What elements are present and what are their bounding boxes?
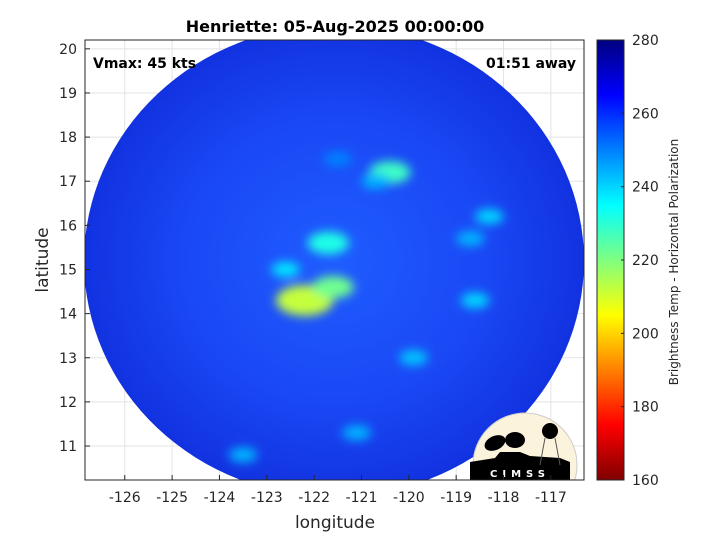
heatmap-feature [342, 425, 372, 441]
colorbar-tick-label: 280 [632, 33, 659, 49]
x-tick-label: -123 [251, 490, 283, 506]
colorbar [596, 39, 625, 481]
heatmap-feature [312, 275, 354, 299]
axes-box [84, 39, 585, 481]
x-tick-label: -122 [298, 490, 330, 506]
x-tick-label: -121 [346, 490, 378, 506]
x-tick-label: -117 [535, 490, 567, 506]
heatmap-feature [271, 261, 301, 278]
colorbar-label: Brightness Temp - Horizontal Polarizatio… [667, 139, 681, 386]
y-tick-label: 11 [59, 439, 77, 455]
heatmap-feature [460, 292, 490, 309]
chart-title: Henriette: 05-Aug-2025 00:00:00 [186, 17, 484, 36]
colorbar-ticks: 160 180 200 220 240 260 280 [621, 33, 659, 489]
swath [85, 40, 584, 480]
colorbar-tick-label: 200 [632, 326, 659, 342]
y-tick-label: 16 [59, 218, 77, 234]
vmax-label: Vmax: 45 kts [93, 56, 196, 72]
ticks: -126 -125 -124 -123 -122 -121 -120 -119 -118 -117… [59, 42, 567, 506]
y-tick-label: 12 [59, 395, 77, 411]
heatmap-feature [228, 447, 258, 463]
y-tick-label: 15 [59, 262, 77, 278]
x-tick-label: -126 [109, 490, 141, 506]
heatmap-feature [399, 350, 428, 366]
x-axis-label: longitude [295, 513, 375, 533]
x-tick-label: -124 [204, 490, 236, 506]
colorbar-tick-label: 220 [632, 253, 659, 269]
heatmap-feature [361, 173, 390, 189]
heatmap-feature [307, 231, 350, 255]
colorbar-tick-label: 160 [632, 473, 659, 489]
y-axis-label: latitude [33, 227, 53, 292]
time-away-label: 01:51 away [486, 56, 576, 72]
x-tick-label: -118 [488, 490, 520, 506]
y-tick-label: 17 [59, 174, 77, 190]
colorbar-tick-label: 240 [632, 180, 659, 196]
y-tick-label: 20 [59, 42, 77, 58]
features [228, 151, 504, 463]
colorbar-tick-label: 260 [632, 106, 659, 122]
x-tick-label: -125 [156, 490, 188, 506]
x-tick-label: -119 [440, 490, 472, 506]
x-tick-label: -120 [393, 490, 425, 506]
logo-text: CIMSS [490, 469, 550, 480]
y-tick-label: 18 [59, 130, 77, 146]
cimss-logo: CIMSS [470, 412, 578, 480]
heatmap-feature [475, 208, 504, 225]
colorbar-tick-label: 180 [632, 400, 659, 416]
heatmap-feature [456, 230, 485, 247]
y-tick-label: 14 [59, 307, 77, 323]
y-tick-label: 13 [59, 351, 77, 367]
y-tick-label: 19 [59, 86, 77, 102]
heatmap-feature [323, 151, 353, 167]
